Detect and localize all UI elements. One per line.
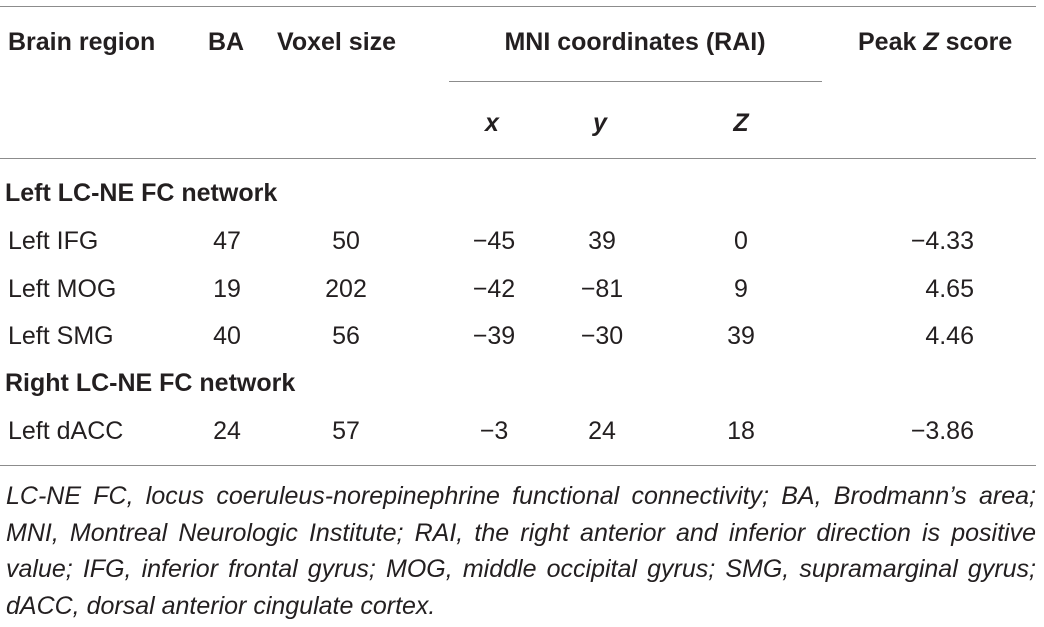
cell-peak: 4.46 [925,322,974,350]
cell-voxel: 202 [325,275,367,303]
cell-y: −30 [580,322,624,350]
cell-peak: −3.86 [910,417,974,445]
cell-y: 24 [588,417,616,445]
section-title: Right LC-NE FC network [5,369,296,397]
cell-z: 39 [727,322,755,350]
cell-x: −39 [472,322,516,350]
cell-y: 39 [588,227,616,255]
mni-header-rule [449,81,822,82]
cell-peak: −4.33 [910,227,974,255]
cell-y: −81 [580,275,624,303]
cell-region: Left SMG [8,322,114,350]
header-x: x [485,109,499,137]
header-mni-coordinates: MNI coordinates (RAI) [504,28,766,56]
header-voxel-size: Voxel size [277,28,397,56]
cell-z: 0 [734,227,748,255]
header-ba: BA [208,28,245,56]
cell-voxel: 50 [332,227,360,255]
table-top-rule [0,6,1036,7]
header-peak-suffix: score [938,28,1013,56]
cell-voxel: 57 [332,417,360,445]
cell-x: −45 [472,227,516,255]
cell-region: Left IFG [8,227,99,255]
cell-ba: 40 [213,322,241,350]
header-y: y [593,109,607,137]
cell-peak: 4.65 [925,275,974,303]
cell-region: Left MOG [8,275,117,303]
cell-region: Left dACC [8,417,124,445]
cell-z: 9 [734,275,748,303]
cell-x: −3 [479,417,509,445]
cell-voxel: 56 [332,322,360,350]
header-peak-prefix: Peak [858,28,924,56]
header-peak-z-score: Peak Z score [858,27,1012,57]
header-peak-z: Z [923,28,939,56]
cell-z: 18 [727,417,755,445]
table-footnote: LC-NE FC, locus coeruleus-norepinephrine… [6,482,1036,620]
cell-ba: 19 [213,275,241,303]
cell-x: −42 [472,275,516,303]
header-brain-region: Brain region [8,28,156,56]
table-bottom-rule [0,465,1036,466]
section-title: Left LC-NE FC network [5,179,278,207]
cell-ba: 47 [213,227,241,255]
header-bottom-rule [0,158,1036,159]
cell-ba: 24 [213,417,241,445]
header-z: Z [733,109,749,137]
